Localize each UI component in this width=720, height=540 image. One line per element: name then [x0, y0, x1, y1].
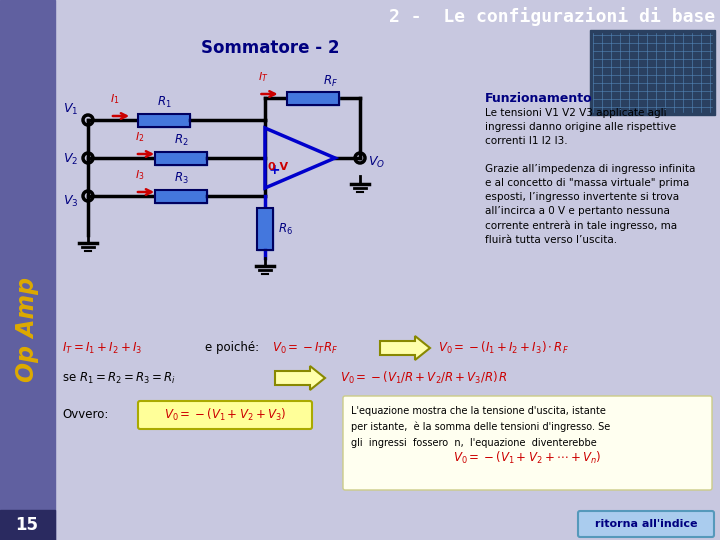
Text: $V_0 = - I_T R_F$: $V_0 = - I_T R_F$ [272, 340, 338, 355]
Bar [0, 510, 55, 540]
Bar [155, 190, 207, 203]
Text: e poiché:: e poiché: [205, 341, 259, 354]
Bar [287, 92, 338, 105]
Text: 2 -  Le configurazioni di base: 2 - Le configurazioni di base [389, 8, 715, 26]
Text: $V_2$: $V_2$ [63, 151, 78, 166]
Bar [257, 208, 273, 250]
Text: $I_T$: $I_T$ [258, 70, 269, 84]
Text: $R_1$: $R_1$ [157, 95, 171, 110]
Text: $V_0 = -(V_1+V_2+V_3)$: $V_0 = -(V_1+V_2+V_3)$ [164, 407, 286, 423]
Text: $R_6$: $R_6$ [278, 221, 293, 237]
Bar [590, 30, 715, 115]
Text: $V_3$: $V_3$ [63, 193, 78, 208]
Polygon shape [275, 366, 325, 390]
Text: Funzionamento: Funzionamento [485, 92, 593, 105]
Text: +: + [268, 163, 280, 177]
Text: $V_0 = -(I_1+I_2+I_3)\cdot R_F$: $V_0 = -(I_1+I_2+I_3)\cdot R_F$ [438, 340, 569, 356]
Bar [138, 114, 190, 127]
Bar [257, 208, 273, 250]
Text: $R_3$: $R_3$ [174, 171, 189, 186]
Bar [0, 0, 55, 540]
Bar [155, 152, 207, 165]
Bar [138, 114, 190, 127]
Text: 0 V: 0 V [268, 162, 288, 172]
FancyBboxPatch shape [343, 396, 712, 490]
Text: Grazie all’impedenza di ingresso infinita
e al concetto di "massa virtuale" prim: Grazie all’impedenza di ingresso infinit… [485, 164, 696, 245]
Text: per istante,  è la somma delle tensioni d'ingresso. Se: per istante, è la somma delle tensioni d… [351, 422, 611, 433]
Text: $R_F$: $R_F$ [323, 74, 338, 89]
Text: $I_1$: $I_1$ [110, 92, 120, 106]
Text: $I_2$: $I_2$ [135, 130, 145, 144]
Text: 15: 15 [16, 516, 38, 534]
Text: L'equazione mostra che la tensione d'uscita, istante: L'equazione mostra che la tensione d'usc… [351, 406, 606, 416]
Bar [155, 190, 207, 203]
Text: $V_O$: $V_O$ [368, 154, 385, 170]
Text: Sommatore - 2: Sommatore - 2 [201, 39, 339, 57]
Text: Le tensioni V1 V2 V3 applicate agli
ingressi danno origine alle rispettive
corre: Le tensioni V1 V2 V3 applicate agli ingr… [485, 108, 676, 146]
Text: $R_2$: $R_2$ [174, 133, 189, 148]
Text: $I_T = I_1 + I_2 + I_3$: $I_T = I_1 + I_2 + I_3$ [62, 340, 143, 355]
Text: $V_0 = -(V_1/R+V_2/R+V_3/R)\,R$: $V_0 = -(V_1/R+V_2/R+V_3/R)\,R$ [340, 370, 508, 386]
Text: Op Amp: Op Amp [15, 278, 39, 382]
Text: $I_3$: $I_3$ [135, 168, 145, 182]
Text: $\mathrm{se}\ R_1 = R_2 = R_3 = R_i$: $\mathrm{se}\ R_1 = R_2 = R_3 = R_i$ [62, 370, 176, 386]
Text: $V_1$: $V_1$ [63, 102, 78, 117]
Text: gli  ingressi  fossero  n,  l'equazione  diventerebbe: gli ingressi fossero n, l'equazione dive… [351, 438, 597, 448]
Text: Ovvero:: Ovvero: [62, 408, 109, 422]
Bar [287, 92, 338, 105]
Text: ritorna all'indice: ritorna all'indice [595, 519, 697, 529]
Text: $V_0 = -(V_1+V_2+\cdots+V_n)$: $V_0 = -(V_1+V_2+\cdots+V_n)$ [453, 450, 602, 466]
Polygon shape [380, 336, 430, 360]
FancyBboxPatch shape [578, 511, 714, 537]
FancyBboxPatch shape [138, 401, 312, 429]
Bar [155, 152, 207, 165]
